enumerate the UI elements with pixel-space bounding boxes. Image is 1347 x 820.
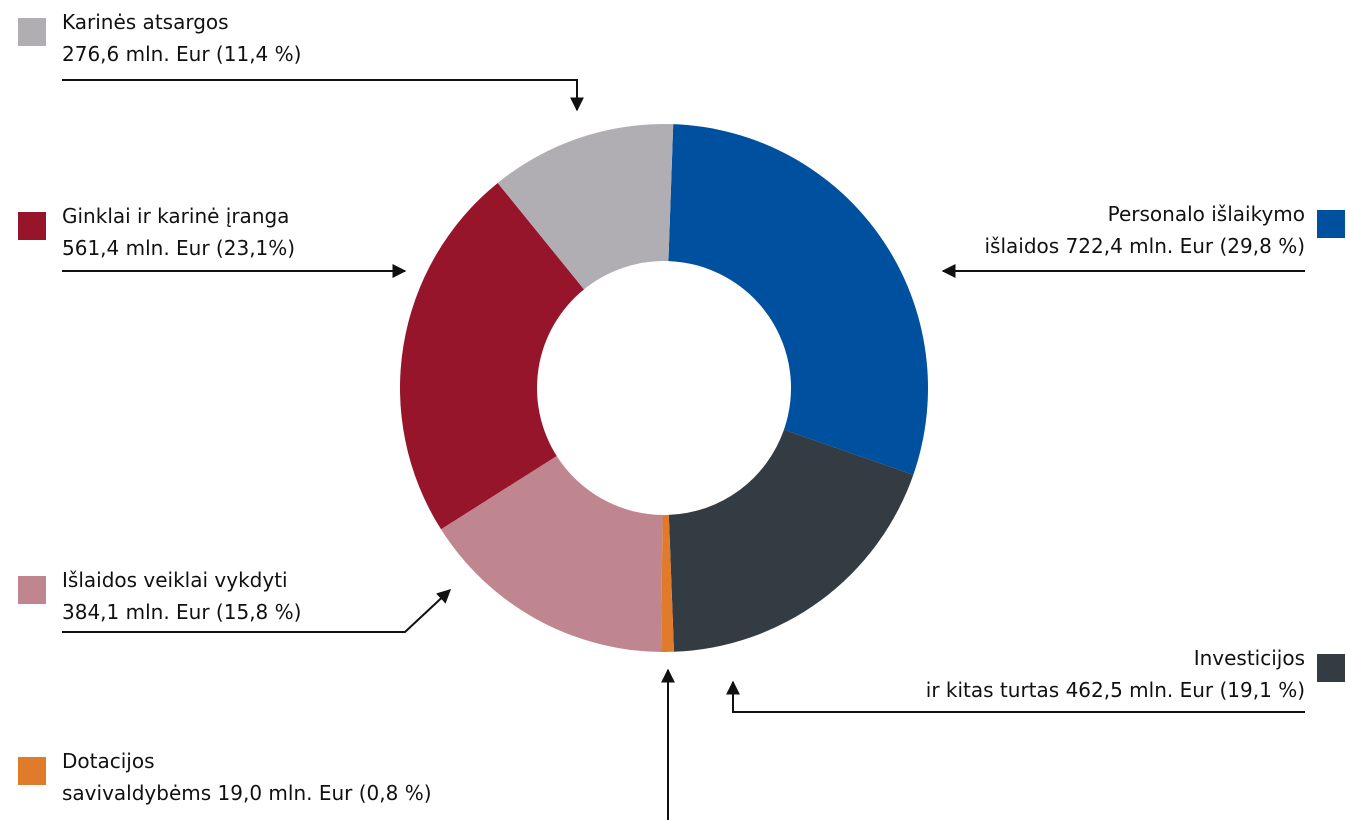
donut-slice [440, 455, 663, 652]
slice-label: Dotacijos savivaldybėms 19,0 mln. Eur (0… [62, 745, 432, 809]
value-label: 19,0 mln. Eur (0,8 %) [217, 781, 432, 805]
category-name: Karinės atsargos [62, 10, 229, 34]
legend-swatch [18, 576, 46, 604]
slice-label: Karinės atsargos 276,6 mln. Eur (11,4 %) [62, 6, 301, 70]
slice-label: Ginklai ir karinė įranga 561,4 mln. Eur (… [62, 200, 295, 264]
slice-label: Išlaidos veiklai vykdyti 384,1 mln. Eur (… [62, 564, 301, 628]
donut-slice [400, 182, 584, 530]
slice-label: Personalo išlaikymo išlaidos 722,4 mln. … [985, 198, 1306, 262]
arrow [726, 680, 1305, 713]
arrow [62, 79, 584, 112]
value-label: 561,4 mln. Eur (23,1%) [62, 236, 296, 260]
value-label: 276,6 mln. Eur (11,4 %) [62, 42, 302, 66]
category-name: Ginklai ir karinė įranga [62, 204, 290, 228]
donut-slice [668, 429, 914, 652]
value-label: 722,4 mln. Eur (29,8 %) [1065, 234, 1305, 258]
arrow [62, 589, 452, 633]
value-label: 384,1 mln. Eur (15,8 %) [62, 600, 302, 624]
legend-swatch [18, 212, 46, 240]
arrows [62, 79, 1305, 820]
legend-swatch [18, 18, 46, 46]
category-name: Dotacijos savivaldybėms [62, 749, 212, 805]
category-name: Personalo išlaikymo išlaidos [984, 202, 1306, 258]
category-name: Išlaidos veiklai vykdyti [62, 568, 288, 592]
value-label: 462,5 mln. Eur (19,1 %) [1065, 678, 1305, 702]
legend-swatch [18, 757, 46, 785]
legend-swatch [1317, 654, 1345, 682]
legend-swatch [1317, 210, 1345, 238]
donut-slice [497, 123, 674, 290]
category-name: Investicijos ir kitas turtas [925, 646, 1305, 702]
donut-slice [661, 514, 674, 652]
slice-label: Investicijos ir kitas turtas 462,5 mln. … [926, 642, 1305, 706]
donut-slice [668, 124, 928, 475]
